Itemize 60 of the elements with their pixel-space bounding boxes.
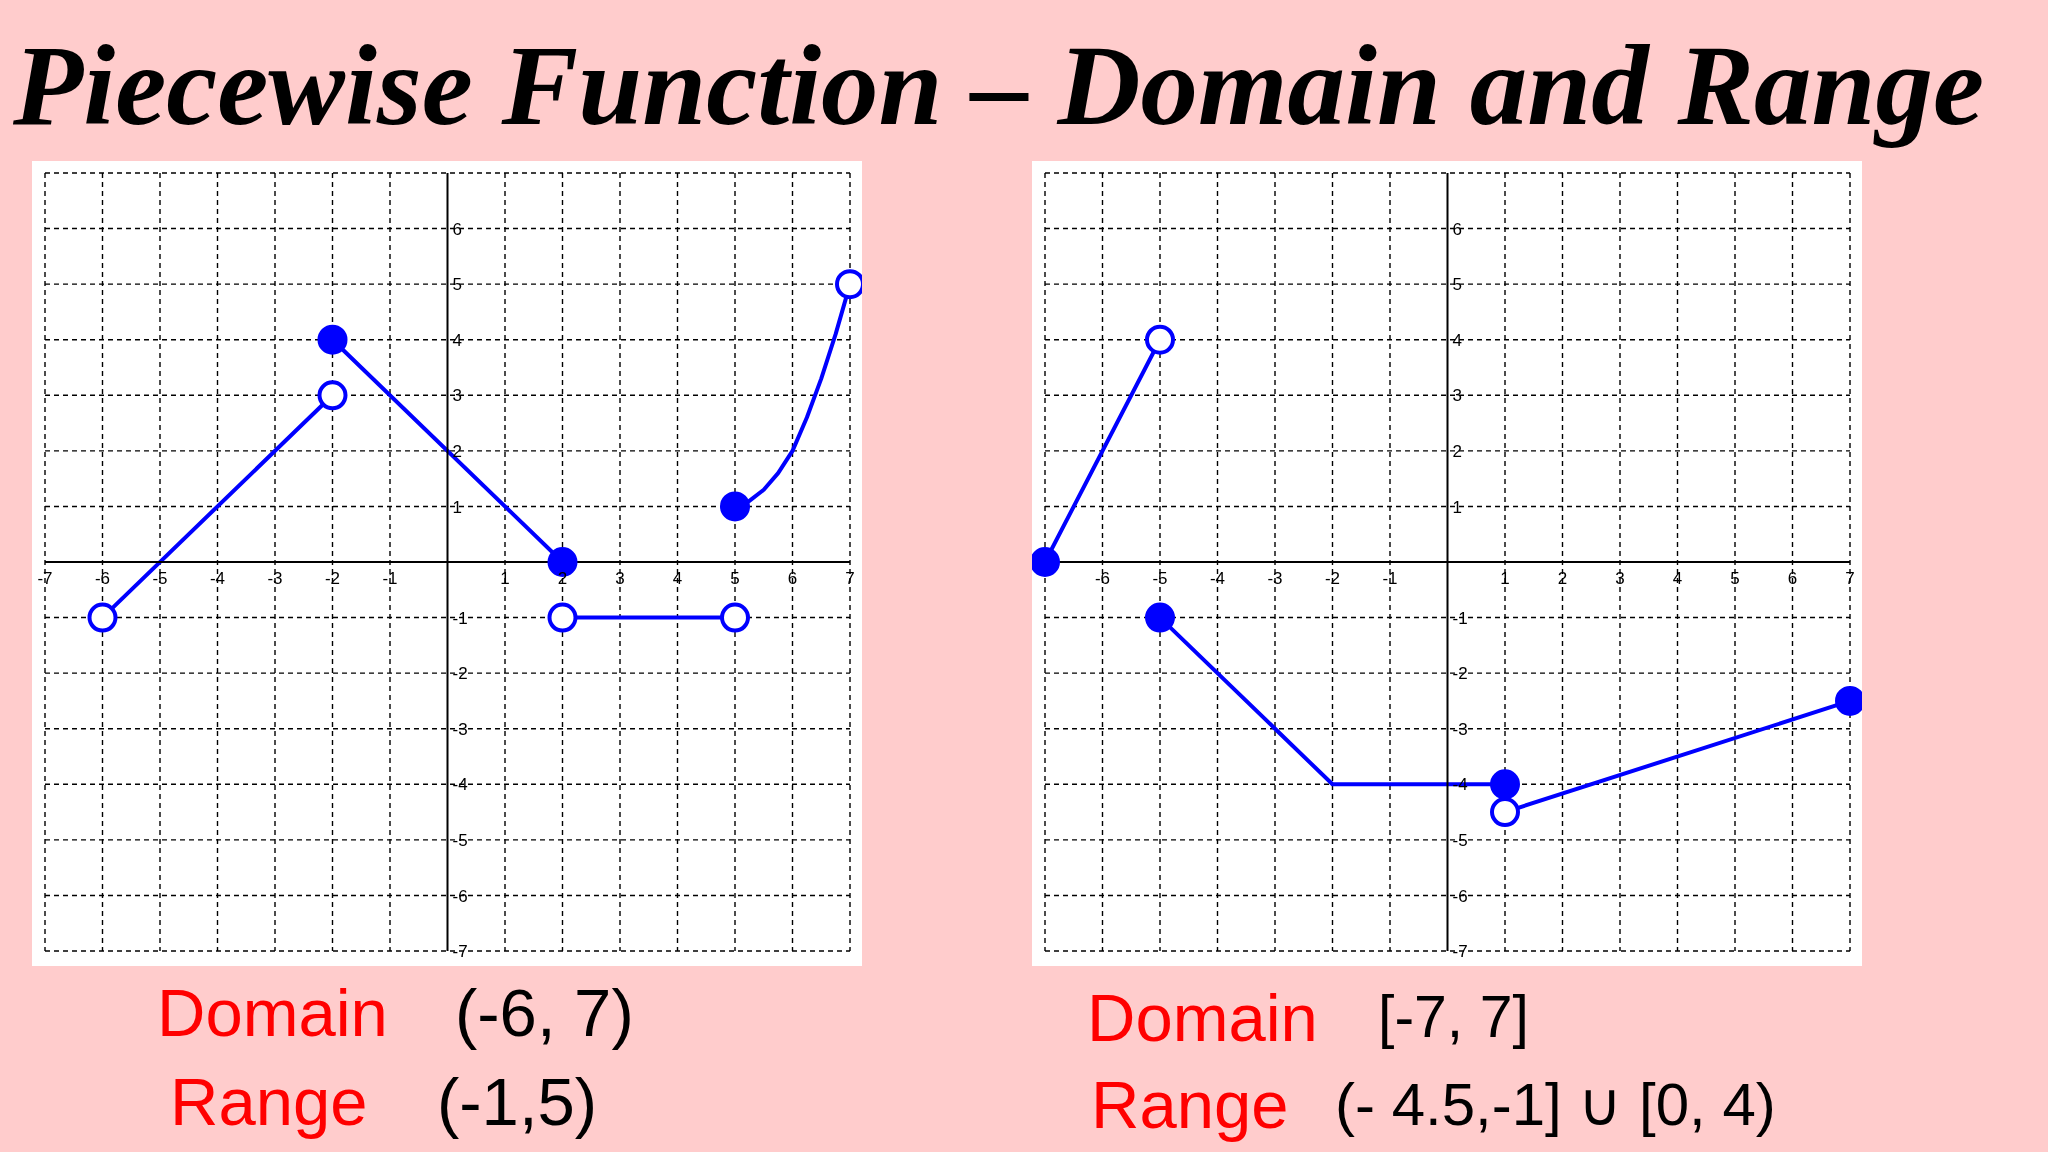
point [1145,324,1175,355]
y-tick-label: -1 [1452,608,1468,628]
x-tick-label: -1 [1382,568,1398,588]
y-tick-label: 2 [1452,441,1462,461]
y-tick-label: -1 [452,608,468,628]
y-tick-label: -5 [1452,830,1468,850]
y-tick-label: 5 [1452,275,1462,295]
point [720,602,750,633]
x-tick-label: -5 [1152,568,1168,588]
y-tick-label: -7 [452,942,468,962]
x-tick-label: 4 [672,568,683,588]
x-tick-label: 1 [500,568,510,588]
y-tick-label: 1 [452,497,462,517]
y-tick-label: -3 [452,719,468,739]
y-tick-label: -2 [1452,664,1468,684]
chart-title: Piecewise Function – Domain and Range [13,22,1985,149]
x-tick-label: 3 [1615,568,1625,588]
x-tick-label: 7 [1845,568,1855,588]
point [1835,685,1862,716]
point [87,602,118,633]
y-tick-label: 4 [1452,330,1462,350]
x-tick-label: -3 [1267,568,1283,588]
point [1490,797,1520,828]
text: Range [170,1064,368,1140]
y-tick-label: 3 [1452,386,1462,406]
point [317,324,348,355]
text: Range [1091,1067,1289,1143]
text: [-7, 7] [1378,984,1529,1051]
text: (- 4.5,-1] ∪ [0, 4) [1335,1070,1776,1138]
text: (-1,5) [437,1064,598,1140]
x-tick-label: 1 [1500,568,1510,588]
point [720,491,750,522]
y-tick-label: -5 [452,830,468,850]
x-tick-label: 6 [787,568,798,588]
y-tick-label: -2 [452,664,468,684]
y-tick-label: -4 [452,775,468,795]
point [547,602,578,633]
x-tick-label: 3 [615,568,625,588]
y-tick-label: -7 [1452,942,1468,962]
y-tick-label: 5 [452,275,462,295]
y-tick-label: 4 [452,330,462,350]
y-tick-label: 1 [1452,497,1462,517]
x-tick-label: -3 [267,568,283,588]
point [1490,769,1520,800]
text: Domain [1087,980,1318,1056]
x-tick-label: 4 [1672,568,1683,588]
y-tick-label: 3 [452,386,462,406]
text: Domain [157,975,388,1051]
point [1145,602,1175,633]
point [1032,547,1060,577]
point [317,380,348,411]
x-tick-label: 7 [845,568,855,588]
y-tick-label: -3 [1452,719,1468,739]
x-tick-label: -7 [37,568,53,588]
x-tick-label: 5 [1730,568,1740,588]
x-tick-label: -1 [382,568,398,588]
text: (-6, 7) [455,975,634,1051]
x-tick-label: 6 [1787,568,1798,588]
x-tick-label: 5 [730,568,740,588]
x-tick-label: -5 [152,568,168,588]
